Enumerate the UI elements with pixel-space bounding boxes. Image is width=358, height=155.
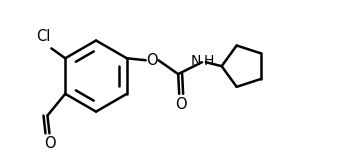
Text: N: N [190, 54, 201, 68]
Text: Cl: Cl [36, 29, 50, 44]
Text: H: H [204, 54, 214, 68]
Text: O: O [146, 53, 158, 68]
Text: O: O [45, 136, 56, 151]
Text: O: O [175, 97, 187, 112]
